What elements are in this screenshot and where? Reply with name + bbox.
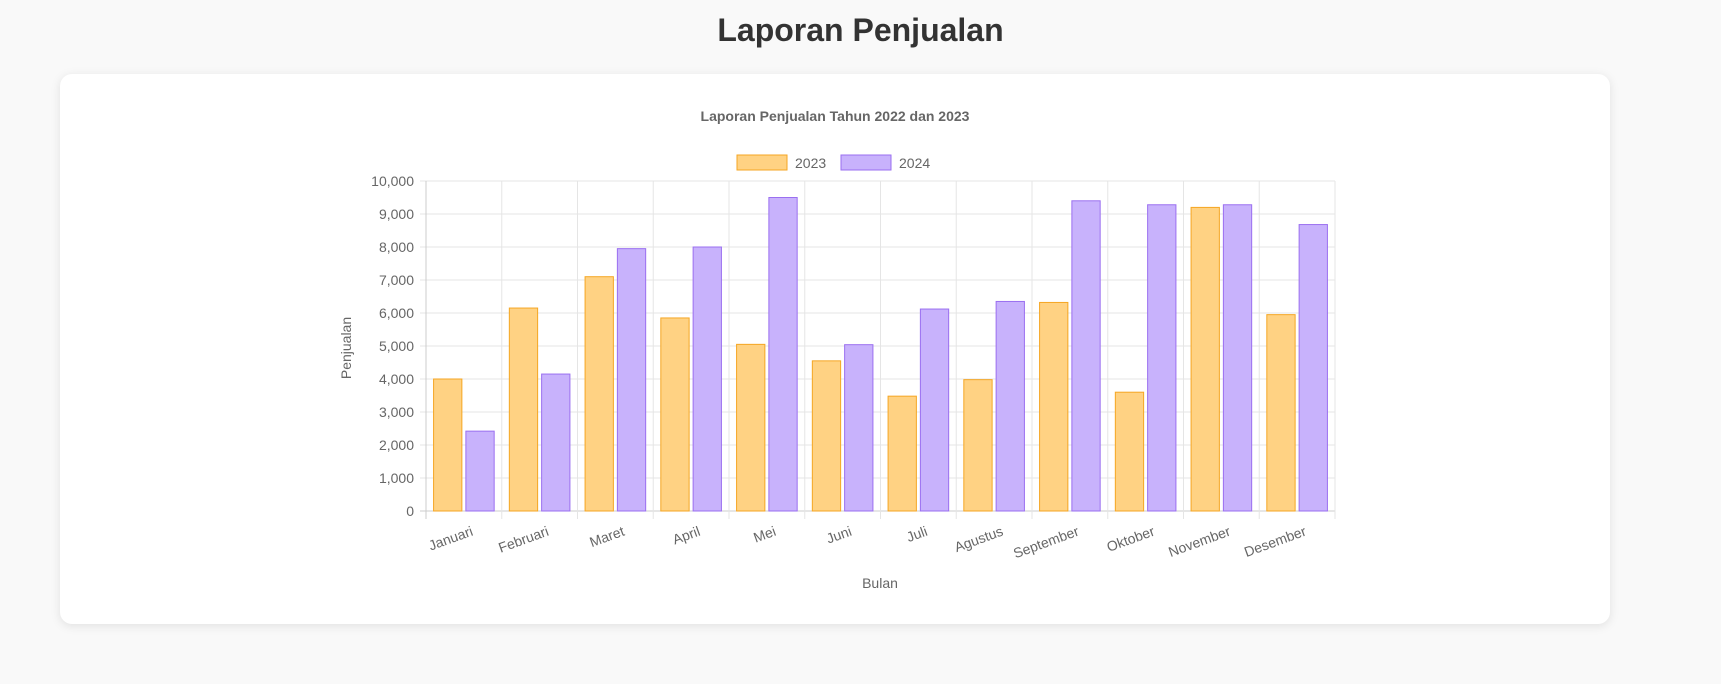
bar-2023-juni[interactable] (811, 360, 842, 512)
bar-2024-september[interactable] (1071, 200, 1101, 512)
y-tick-label: 2,000 (379, 437, 414, 453)
bar-2024-desember[interactable] (1298, 224, 1328, 512)
x-tick-label: Juli (904, 523, 929, 545)
bar-2024-januari[interactable] (465, 430, 495, 512)
bar-2024-mei[interactable] (768, 197, 798, 512)
bar-2024-agustus[interactable] (995, 300, 1025, 512)
x-tick-label: Januari (426, 523, 475, 554)
legend-label: 2024 (899, 155, 930, 171)
y-tick-label: 7,000 (379, 272, 414, 288)
legend-swatch (840, 154, 892, 171)
x-tick-label: Februari (496, 523, 550, 556)
x-tick-label: Mei (751, 523, 778, 546)
chart-legend: 2023 2024 (736, 154, 930, 171)
x-tick-label: November (1166, 523, 1232, 560)
x-tick-label: September (1011, 523, 1081, 562)
y-tick-label: 1,000 (379, 470, 414, 486)
chart-card: Laporan Penjualan Tahun 2022 dan 2023 20… (60, 74, 1610, 624)
bar-2023-november[interactable] (1190, 206, 1220, 512)
y-tick-label: 5,000 (379, 338, 414, 354)
y-tick-label: 10,000 (371, 173, 414, 189)
bar-2023-juli[interactable] (887, 395, 917, 512)
bar-2023-februari[interactable] (508, 307, 539, 512)
bar-2023-januari[interactable] (433, 378, 463, 512)
bar-2024-februari[interactable] (541, 373, 571, 512)
bar-2024-oktober[interactable] (1147, 204, 1177, 512)
y-tick-label: 8,000 (379, 239, 414, 255)
y-tick-label: 6,000 (379, 305, 414, 321)
bar-2023-maret[interactable] (584, 276, 614, 512)
y-axis-ticks: 0 1,000 2,000 3,000 4,000 5,000 6,000 7,000 8,00… (371, 173, 414, 519)
chart-grid (420, 180, 1336, 519)
x-tick-label: April (670, 523, 702, 548)
chart-bars (433, 197, 1328, 512)
y-tick-label: 9,000 (379, 206, 414, 222)
y-tick-label: 0 (406, 503, 414, 519)
legend-swatch (736, 154, 788, 171)
x-tick-label: Juni (824, 523, 854, 547)
bar-2023-mei[interactable] (736, 343, 766, 512)
page-title: Laporan Penjualan (717, 12, 1004, 48)
x-tick-label: Agustus (952, 523, 1005, 555)
bar-2023-agustus[interactable] (963, 379, 993, 512)
x-tick-label: Desember (1242, 523, 1308, 560)
bar-2024-november[interactable] (1222, 204, 1253, 512)
bar-2024-juli[interactable] (919, 308, 950, 512)
legend-label: 2023 (795, 155, 826, 171)
x-axis-ticks: Januari Februari Maret April Mei Juni Juli Agus… (426, 523, 1308, 562)
bar-2023-oktober[interactable] (1114, 391, 1145, 512)
bar-2023-september[interactable] (1039, 301, 1069, 512)
y-tick-label: 3,000 (379, 404, 414, 420)
bar-2023-april[interactable] (660, 317, 690, 512)
y-tick-label: 4,000 (379, 371, 414, 387)
legend-item-2023[interactable]: 2023 (736, 154, 826, 171)
bar-2024-april[interactable] (692, 246, 722, 512)
chart-title: Laporan Penjualan Tahun 2022 dan 2023 (701, 108, 970, 124)
sales-bar-chart: Laporan Penjualan Tahun 2022 dan 2023 20… (338, 108, 1336, 591)
x-tick-label: Maret (587, 523, 626, 550)
x-axis-label: Bulan (862, 575, 898, 591)
legend-item-2024[interactable]: 2024 (840, 154, 930, 171)
y-axis-label: Penjualan (338, 317, 354, 379)
bar-2023-desember[interactable] (1266, 314, 1296, 512)
x-tick-label: Oktober (1104, 523, 1157, 555)
bar-2024-maret[interactable] (616, 248, 647, 512)
bar-2024-juni[interactable] (844, 344, 874, 512)
